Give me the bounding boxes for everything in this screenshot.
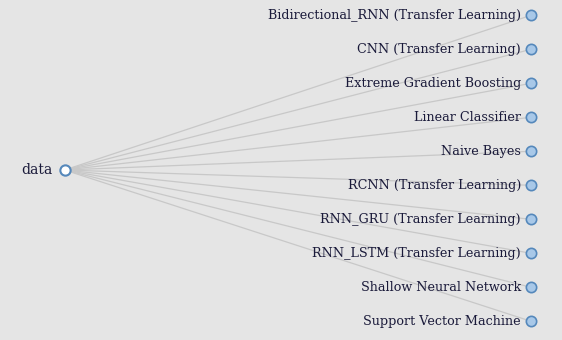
Point	[527, 81, 536, 86]
Point	[527, 47, 536, 52]
Text: Extreme Gradient Boosting: Extreme Gradient Boosting	[345, 77, 521, 90]
Point	[527, 149, 536, 154]
Text: Support Vector Machine: Support Vector Machine	[364, 315, 521, 328]
Text: CNN (Transfer Learning): CNN (Transfer Learning)	[357, 43, 521, 56]
Text: data: data	[21, 163, 52, 177]
Point	[527, 13, 536, 18]
Text: RNN_LSTM (Transfer Learning): RNN_LSTM (Transfer Learning)	[312, 247, 521, 260]
Text: Bidirectional_RNN (Transfer Learning): Bidirectional_RNN (Transfer Learning)	[268, 9, 521, 22]
Point	[60, 167, 69, 173]
Point	[527, 251, 536, 256]
Text: RNN_GRU (Transfer Learning): RNN_GRU (Transfer Learning)	[320, 213, 521, 226]
Point	[527, 217, 536, 222]
Text: Naive Bayes: Naive Bayes	[441, 145, 521, 158]
Point	[527, 285, 536, 290]
Point	[527, 319, 536, 324]
Text: Linear Classifier: Linear Classifier	[414, 111, 521, 124]
Point	[527, 115, 536, 120]
Text: RCNN (Transfer Learning): RCNN (Transfer Learning)	[348, 179, 521, 192]
Point	[527, 183, 536, 188]
Text: Shallow Neural Network: Shallow Neural Network	[361, 281, 521, 294]
